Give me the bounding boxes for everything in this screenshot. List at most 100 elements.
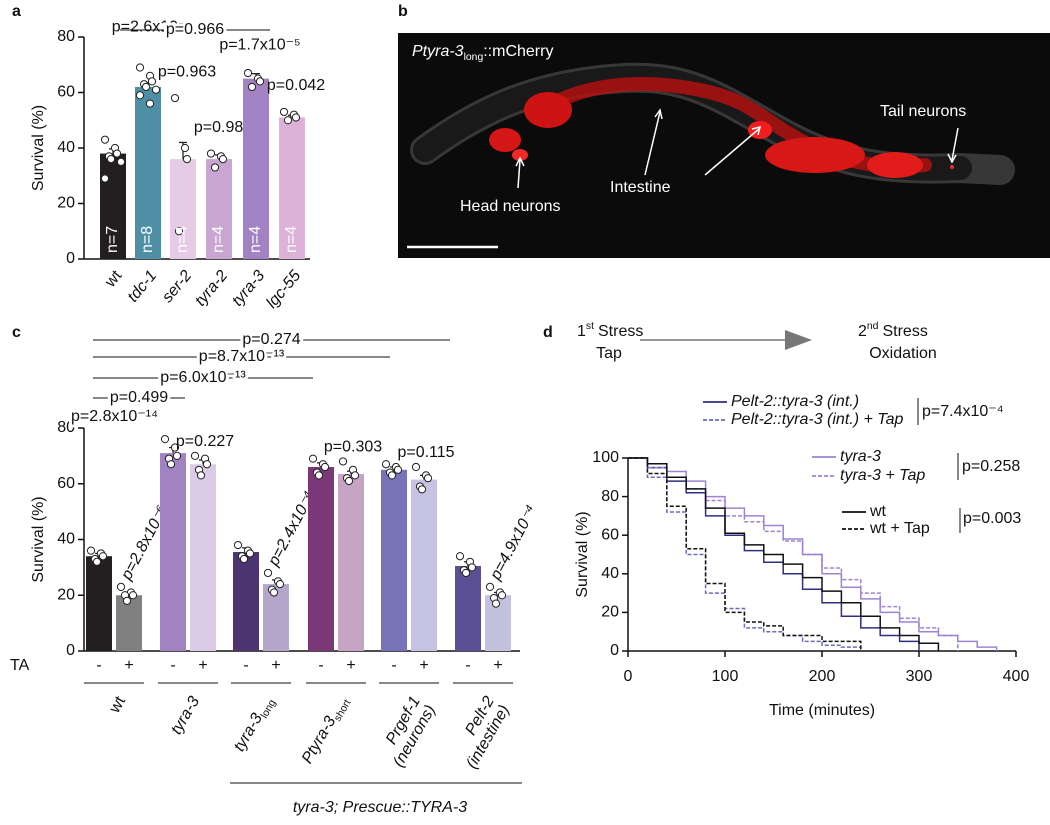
data-point xyxy=(141,82,151,92)
treatment-sign: + xyxy=(271,657,280,674)
y-tick-label: 40 xyxy=(601,565,619,582)
x-tick-label: tdc-1 xyxy=(124,267,160,305)
data-point xyxy=(320,462,330,472)
treatment-sign: + xyxy=(346,657,355,674)
p-value: p=0.115 xyxy=(397,444,454,461)
data-point xyxy=(210,163,220,172)
stress-sub: Oxidation xyxy=(869,345,937,362)
comparison-label: p=8.7x10⁻¹³ xyxy=(199,348,285,365)
data-point xyxy=(350,471,360,480)
data-point xyxy=(417,485,427,494)
bar xyxy=(308,467,334,651)
panel-label: b xyxy=(398,3,408,20)
bar xyxy=(233,552,259,651)
data-point xyxy=(381,460,391,469)
data-point xyxy=(275,580,285,589)
data-point xyxy=(182,155,192,164)
x-tick-label: 400 xyxy=(1003,668,1030,685)
data-point xyxy=(491,599,501,608)
survival-curve xyxy=(628,457,862,651)
data-point xyxy=(100,174,110,183)
data-point xyxy=(269,588,279,597)
image-title-after: ::mCherry xyxy=(483,43,553,60)
panel-label: c xyxy=(12,324,21,341)
comparison-label: p=0.499 xyxy=(110,389,168,406)
data-point xyxy=(196,471,206,480)
data-point xyxy=(180,143,190,153)
x-tick-label: 200 xyxy=(809,668,836,685)
bar xyxy=(455,565,481,651)
x-tick-label: tyra-3 xyxy=(229,267,268,309)
y-tick-label: 60 xyxy=(601,526,619,543)
data-point xyxy=(283,116,293,125)
treatment-sign: + xyxy=(419,657,428,674)
p-value: p=1.7x10⁻⁵ xyxy=(219,36,300,53)
p-value: p=4.9x10⁻⁴ xyxy=(487,503,541,584)
stress-label-text: 2 xyxy=(858,323,867,340)
stress-label-sup: nd xyxy=(867,321,879,332)
p-value: p=0.988 xyxy=(194,119,252,136)
data-point xyxy=(344,476,354,486)
bar xyxy=(116,595,142,651)
data-point xyxy=(239,554,249,564)
data-point xyxy=(147,77,157,86)
p-value: p=0.963 xyxy=(158,63,216,80)
x-axis-label: Time (minutes) xyxy=(769,702,875,719)
data-point xyxy=(116,157,126,166)
bar xyxy=(279,117,305,259)
stress-label-sup: st xyxy=(586,321,594,332)
image-label: Head neurons xyxy=(460,198,561,215)
legend-label: wt + Tap xyxy=(869,520,930,537)
stress-label-after: Stress xyxy=(598,323,643,340)
legend-label: Pelt-2::tyra-3 (int.) xyxy=(731,393,859,410)
arrows xyxy=(407,108,959,249)
data-point xyxy=(255,77,265,86)
y-tick-label: 80 xyxy=(57,28,75,45)
footer: tyra-3; Prescue::TYRA-3 xyxy=(293,799,467,816)
legend-label: tyra-3 xyxy=(840,448,881,465)
n-label: n=4 xyxy=(283,226,300,253)
group-label: tyra-3 xyxy=(168,694,203,738)
data-point xyxy=(122,596,132,605)
data-point xyxy=(174,227,184,236)
pair-p-value: p=0.003 xyxy=(963,510,1021,527)
n-label: n=4 xyxy=(247,226,264,253)
n-label: n=4 xyxy=(210,226,227,253)
p-value: p=0.303 xyxy=(324,439,382,456)
data-point xyxy=(106,155,116,164)
group-label: Pelt-2(intestine) xyxy=(448,694,513,772)
group-label-text: Ptyra-3 xyxy=(299,714,340,767)
treatment-sign: - xyxy=(465,657,470,674)
treatment-sign: - xyxy=(391,657,396,674)
data-point xyxy=(135,91,145,100)
data-point xyxy=(467,563,477,572)
bar xyxy=(170,159,196,259)
data-point xyxy=(151,85,161,94)
data-point xyxy=(166,460,176,469)
y-tick-label: 0 xyxy=(610,642,619,659)
data-point xyxy=(202,460,212,469)
image-title-text: Ptyra-3 xyxy=(412,43,464,60)
data-point xyxy=(172,451,182,460)
image-title: Ptyra-3long::mCherry xyxy=(412,43,553,63)
x-tick-label: lgc-55 xyxy=(263,267,304,311)
bar xyxy=(243,78,269,259)
data-point xyxy=(86,546,96,555)
treatment-sign: - xyxy=(243,657,248,674)
data-point xyxy=(206,149,216,158)
bar xyxy=(160,453,186,651)
data-point xyxy=(218,155,228,164)
pair-p-value: p=0.258 xyxy=(962,458,1020,475)
image-label: Intestine xyxy=(610,179,671,196)
stress-label: 1st Stress xyxy=(577,321,643,340)
bar xyxy=(190,464,216,651)
image-title-sub: long xyxy=(464,52,484,63)
y-tick-label: 40 xyxy=(57,531,75,548)
x-tick-label: tyra-2 xyxy=(192,267,231,309)
data-point xyxy=(92,557,102,566)
data-point xyxy=(243,68,253,78)
y-tick-label: 20 xyxy=(57,195,75,212)
y-tick-label: 0 xyxy=(66,250,75,267)
x-tick-label: 100 xyxy=(712,668,739,685)
data-point xyxy=(314,471,324,480)
